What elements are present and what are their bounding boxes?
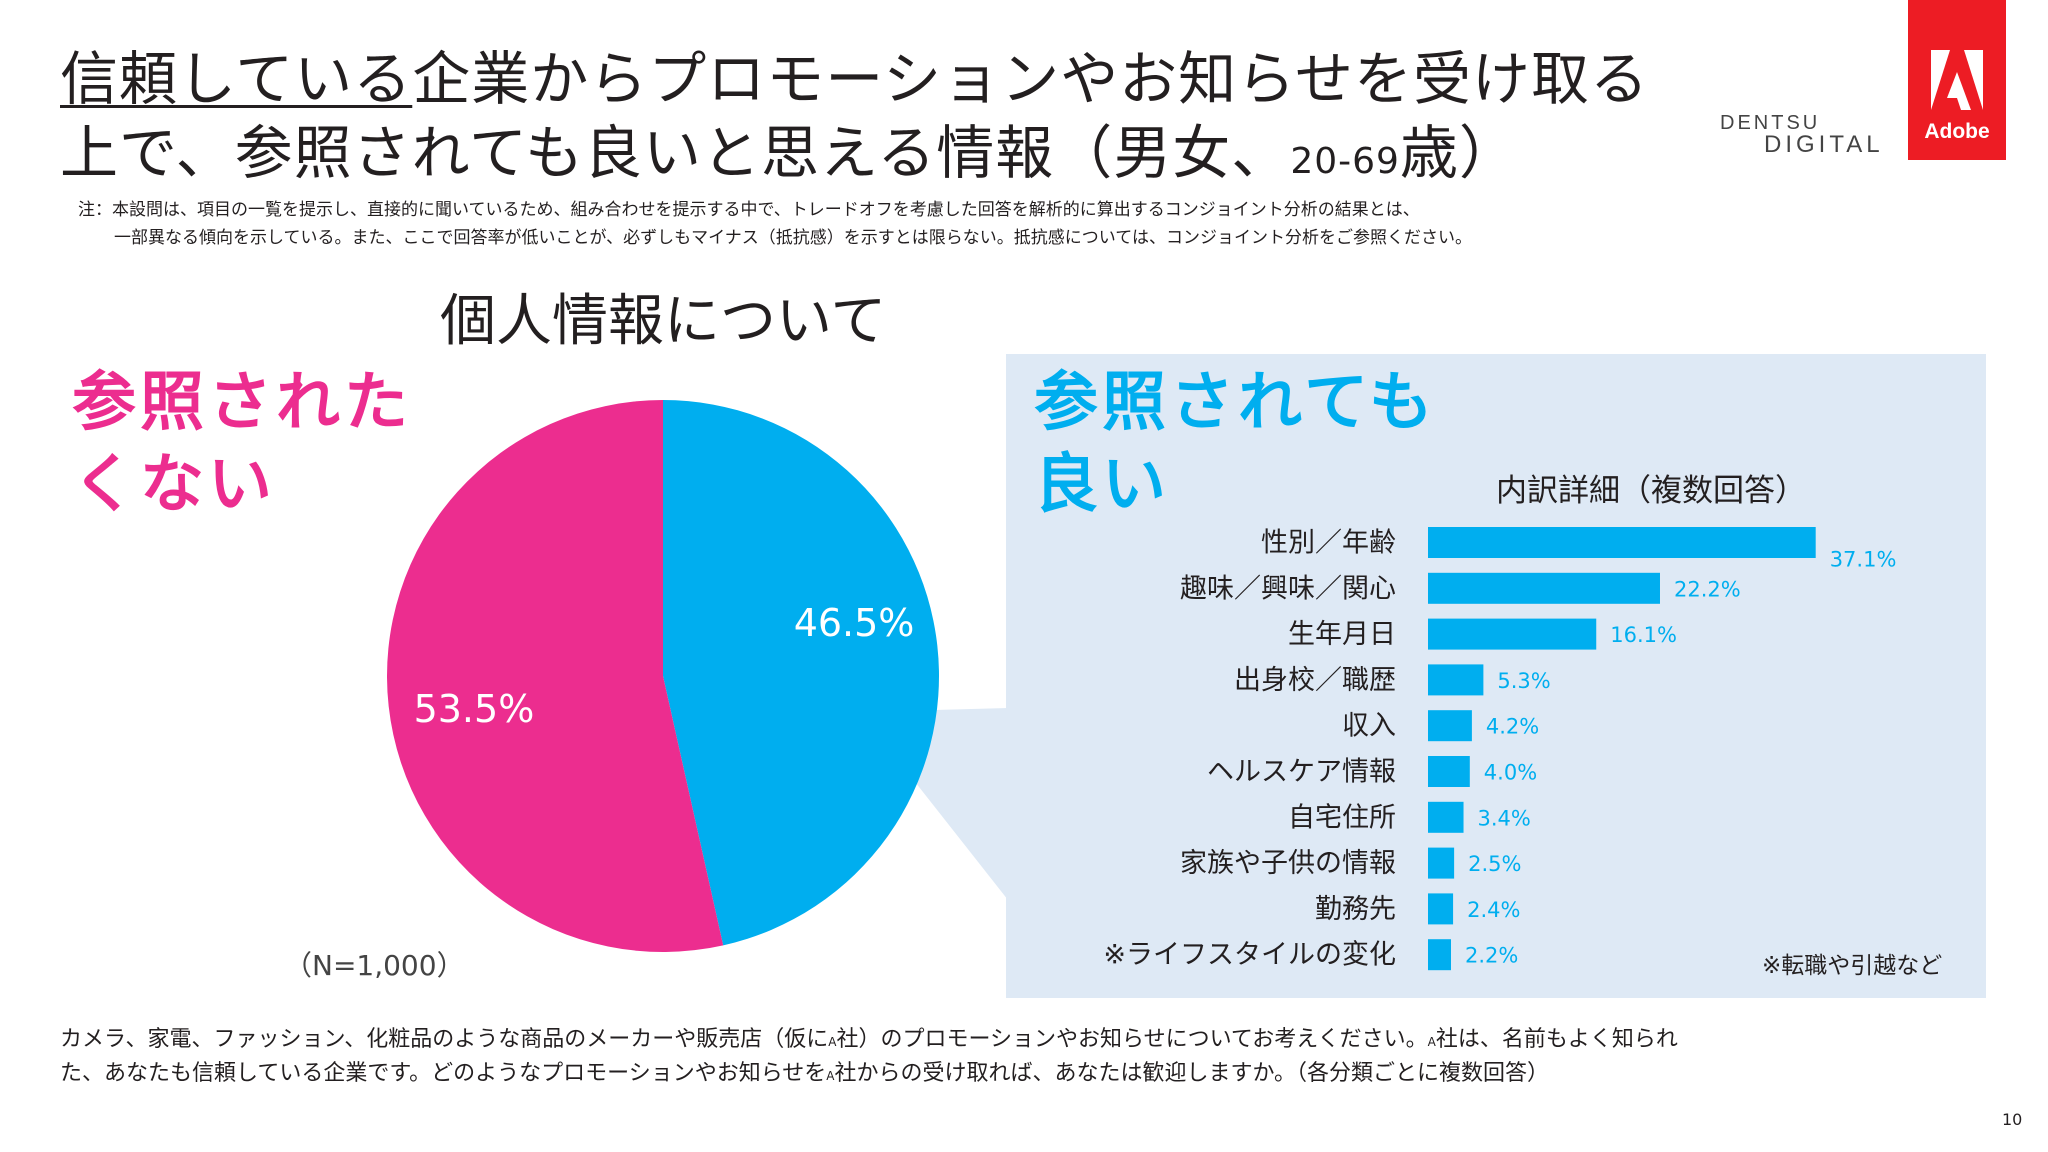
bar-category-label: 性別／年齢: [1261, 528, 1396, 559]
not-ok-label-line2: くない: [72, 448, 276, 522]
brand-top-text: DENTSU: [1720, 112, 1821, 134]
bar-category-label: 自宅住所: [1288, 802, 1396, 833]
bar-category-label: 家族や子供の情報: [1180, 848, 1396, 879]
bar-value-label: 16.1%: [1610, 623, 1677, 647]
adobe-mark-icon: [1931, 50, 1983, 110]
bar: [1428, 572, 1660, 604]
ok-label: 参照されても 良い: [1034, 362, 1437, 526]
pie-chart-title: 個人情報について: [440, 289, 887, 354]
adobe-logo-text: Adobe: [1924, 120, 1990, 143]
note-line-2: 一部異なる傾向を示している。また、ここで回答率が低いことが、必ずしもマイナス（抵…: [114, 228, 1472, 248]
bar: [1428, 756, 1470, 787]
ok-label-line2: 良い: [1034, 448, 1170, 522]
lifestyle-footnote: ※転職や引越など: [1762, 953, 1943, 979]
page-title: 信頼している企業からプロモーションやお知らせを受け取る 上で、参照されても良いと…: [60, 42, 1700, 199]
breakdown-panel: [1006, 354, 1986, 998]
bar: [1428, 527, 1816, 558]
adobe-logo: Adobe: [1908, 0, 2006, 160]
pie-slice-not-ok: [387, 400, 724, 952]
title-line1-rest: 企業からプロモーションやお知らせを受け取る: [412, 45, 1649, 113]
not-ok-label-line1: 参照された: [72, 366, 412, 440]
question-line-2: た、あなたも信頼している企業です。どのようなプロモーションやお知らせをA社からの…: [60, 1061, 1550, 1086]
title-underlined: 信頼している: [60, 45, 413, 113]
bar-category-label: 勤務先: [1315, 894, 1396, 925]
bar-category-label: 出身校／職歴: [1234, 665, 1396, 696]
bar-value-label: 2.5%: [1468, 852, 1521, 876]
bar: [1428, 847, 1455, 879]
bar: [1428, 801, 1464, 833]
bar: [1428, 893, 1454, 925]
bar-value-label: 4.0%: [1484, 761, 1537, 785]
dentsu-digital-logo: DENTSU DIGITAL: [1720, 112, 1884, 159]
pie-chart: 46.5% 53.5%: [387, 400, 939, 952]
bar-value-label: 5.3%: [1497, 669, 1550, 693]
breakdown-title: 内訳詳細（複数回答）: [1496, 473, 1806, 509]
page-number: 10: [2002, 1110, 2023, 1129]
survey-question: カメラ、家電、ファッション、化粧品のような商品のメーカーや販売店（仮にA社）のプ…: [60, 1024, 1678, 1092]
bar-value-label: 22.2%: [1674, 577, 1741, 601]
title-line2-end: 歳）: [1399, 119, 1518, 187]
bar-value-label: 37.1%: [1830, 548, 1897, 572]
title-line2-main: 上で、参照されても良いと思える情報（男女、: [60, 119, 1291, 187]
sample-size-label: （N=1,000）: [284, 949, 465, 982]
not-ok-label: 参照された くない: [72, 362, 412, 526]
bar-value-label: 4.2%: [1486, 715, 1539, 739]
bar-category-label: 収入: [1342, 711, 1396, 742]
question-line-1: カメラ、家電、ファッション、化粧品のような商品のメーカーや販売店（仮にA社）のプ…: [60, 1027, 1678, 1052]
pie-label-not-ok: 53.5%: [414, 687, 535, 731]
note-line-1: 注：本設問は、項目の一覧を提示し、直接的に聞いているため、組み合わせを提示する中…: [78, 200, 1420, 220]
bar-category-label: 趣味／興味／関心: [1180, 573, 1396, 604]
bar-category-label: 生年月日: [1288, 619, 1396, 650]
ok-label-line1: 参照されても: [1034, 366, 1437, 440]
bar-category-label: ヘルスケア情報: [1207, 757, 1396, 788]
bar: [1428, 710, 1472, 742]
methodology-note: 注：本設問は、項目の一覧を提示し、直接的に聞いているため、組み合わせを提示する中…: [78, 196, 1472, 252]
bar: [1428, 618, 1597, 650]
bar-chart: 性別／年齢 37.1% 趣味／興味／関心 22.2% 生年月日 16.1% 出身校／職歴 5.…: [1103, 527, 1896, 971]
title-age: 20-69: [1290, 141, 1400, 182]
bar-value-label: 2.2%: [1465, 944, 1518, 968]
pie-slice-ok: [663, 400, 939, 946]
pie-label-ok: 46.5%: [794, 601, 915, 645]
bar: [1428, 664, 1484, 696]
bar-value-label: 2.4%: [1467, 898, 1520, 922]
bar-value-label: 3.4%: [1478, 806, 1531, 830]
bar-category-label: ※ライフスタイルの変化: [1103, 940, 1396, 971]
bar: [1428, 939, 1451, 971]
brand-bottom-text: DIGITAL: [1764, 131, 1884, 158]
